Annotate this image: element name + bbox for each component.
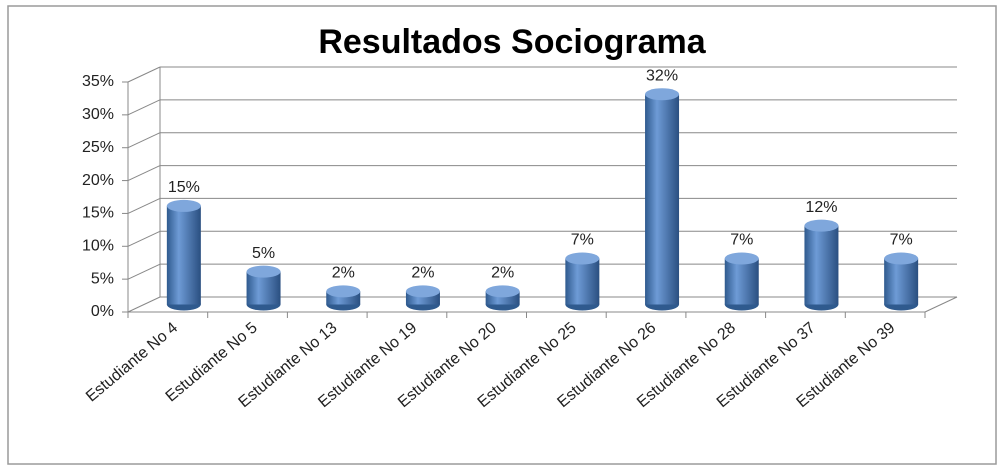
value-label: 2% — [411, 265, 434, 282]
bar-top — [724, 252, 759, 265]
bar-top — [884, 252, 919, 265]
bar — [645, 94, 680, 305]
grid-line — [127, 165, 161, 182]
value-label: 7% — [571, 232, 594, 249]
value-label: 2% — [332, 265, 355, 282]
grid-line — [127, 66, 161, 83]
bar-top — [246, 265, 281, 278]
bar — [724, 258, 759, 305]
bar — [804, 225, 839, 305]
bar-top — [485, 285, 520, 298]
y-tick-label: 30% — [82, 106, 114, 123]
grid-line — [127, 197, 161, 214]
value-label: 15% — [168, 179, 200, 196]
bar-top — [565, 252, 600, 265]
bar-top — [405, 285, 440, 298]
y-tick-label: 20% — [82, 172, 114, 189]
value-label: 12% — [805, 199, 837, 216]
grid-line — [127, 296, 161, 313]
value-label: 7% — [730, 232, 753, 249]
value-label: 5% — [252, 245, 275, 262]
y-tick-label: 35% — [82, 73, 114, 90]
grid-line — [127, 99, 161, 116]
bar — [884, 258, 919, 305]
value-label: 32% — [646, 67, 678, 84]
grid-line — [127, 263, 161, 280]
grid-line — [127, 230, 161, 247]
value-label: 2% — [491, 265, 514, 282]
y-tick-label: 15% — [82, 205, 114, 222]
bar-top — [166, 199, 201, 212]
y-tick-label: 25% — [82, 139, 114, 156]
y-tick-label: 0% — [91, 303, 114, 320]
chart-title: Resultados Sociograma — [318, 23, 706, 61]
bar — [166, 205, 201, 305]
bar-top — [804, 219, 839, 232]
bar-top — [326, 285, 361, 298]
bar-top — [645, 88, 680, 101]
y-tick-label: 5% — [91, 270, 114, 287]
y-tick-label: 10% — [82, 238, 114, 255]
grid-line — [127, 132, 161, 149]
floor-right — [924, 296, 958, 313]
value-label: 7% — [890, 232, 913, 249]
bar — [565, 258, 600, 305]
